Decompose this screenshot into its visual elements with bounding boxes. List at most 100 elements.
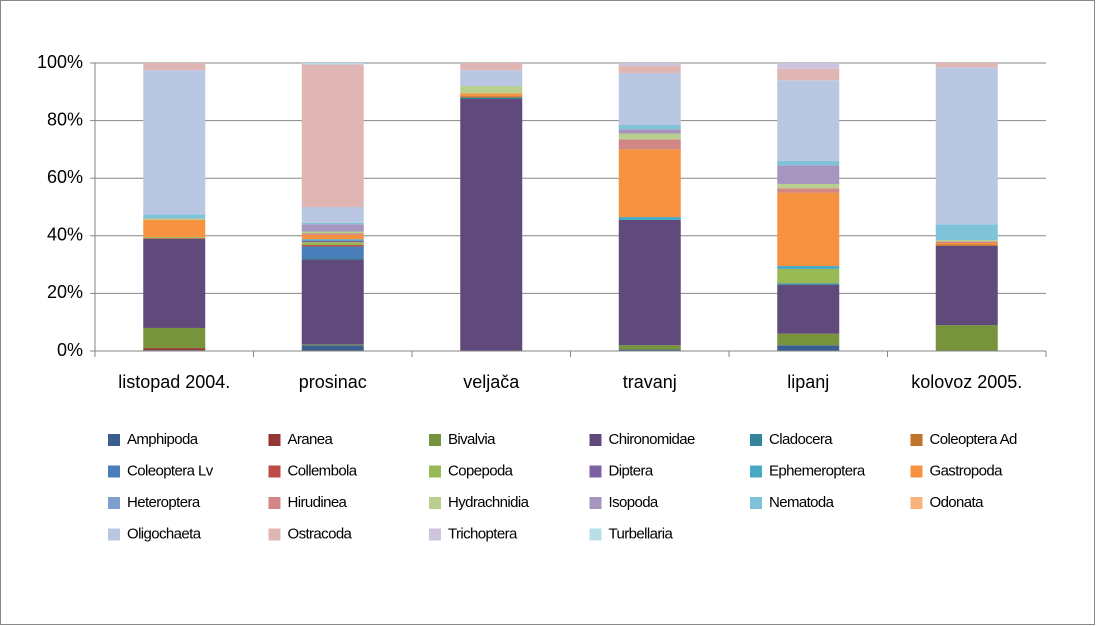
bar-segment <box>777 268 840 284</box>
bar-segment <box>777 68 840 81</box>
bar-segment <box>460 63 523 71</box>
bar-segment <box>777 80 840 161</box>
legend-label: Coleoptera Lv <box>127 462 214 479</box>
x-tick-label: listopad 2004. <box>118 372 230 392</box>
bar-segment <box>618 63 681 66</box>
bar-segment <box>935 243 998 245</box>
legend-swatch <box>910 497 923 509</box>
legend-label: Hirudinea <box>288 494 348 511</box>
legend-swatch <box>268 528 281 541</box>
legend-label: Heteroptera <box>127 494 201 511</box>
legend-label: Turbellaria <box>609 525 674 542</box>
y-tick-label: 20% <box>47 282 83 302</box>
legend-label: Collembola <box>288 462 358 479</box>
bar-segment <box>618 133 681 140</box>
y-tick-label: 100% <box>37 52 83 72</box>
bar-segment <box>143 63 206 71</box>
legend-swatch <box>429 497 441 509</box>
bar-segment <box>935 241 998 243</box>
legend-label: Trichoptera <box>448 525 518 542</box>
legend-label: Aranea <box>288 431 334 448</box>
bar-segment <box>143 348 206 351</box>
bar-segment <box>618 73 681 125</box>
legend-label: Copepoda <box>448 462 514 479</box>
legend-swatch <box>910 465 923 478</box>
bar-segment <box>935 325 998 351</box>
bar-segment <box>777 63 840 69</box>
bar-segment <box>618 219 681 346</box>
legend-label: Cladocera <box>769 431 833 448</box>
bar-segment <box>618 217 681 220</box>
bar-segment <box>777 284 840 334</box>
y-tick-label: 60% <box>47 167 83 187</box>
bar-segment <box>777 192 840 267</box>
legend-label: Bivalvia <box>448 431 496 448</box>
bar-segment <box>935 63 998 68</box>
bar-segment <box>777 345 840 351</box>
legend-swatch <box>750 465 762 478</box>
bar-segment <box>301 239 364 241</box>
bar-segment <box>301 345 364 351</box>
bar-segment <box>460 93 523 97</box>
bar-segment <box>935 240 998 242</box>
y-tick-label: 40% <box>47 225 83 245</box>
bar-segment <box>460 97 523 99</box>
bar-segment <box>777 183 840 189</box>
legend-label: Diptera <box>609 462 654 479</box>
legend-swatch <box>108 465 120 478</box>
bar-segment <box>618 349 681 351</box>
bar-segment <box>777 188 840 193</box>
x-tick-label: travanj <box>623 372 677 392</box>
legend-label: Odonata <box>930 494 985 511</box>
bar-segment <box>935 224 998 241</box>
bar-segment <box>301 242 364 246</box>
bar-segment <box>618 65 681 74</box>
legend-label: Oligochaeta <box>127 525 202 542</box>
bar-segment <box>618 129 681 134</box>
legend-label: Ostracoda <box>288 525 353 542</box>
legend-swatch <box>108 434 120 446</box>
bar-segment <box>143 236 206 238</box>
bar-segment <box>143 218 206 220</box>
legend-label: Chironomidae <box>609 431 695 448</box>
x-tick-label: kolovoz 2005. <box>911 372 1022 392</box>
legend-swatch <box>268 497 281 509</box>
bar-segment <box>301 224 364 232</box>
bar-segment <box>618 345 681 350</box>
x-tick-label: veljača <box>463 372 520 392</box>
bar-segment <box>143 237 206 239</box>
legend-swatch <box>750 434 762 446</box>
bar-segment <box>777 165 840 184</box>
x-tick-label: prosinac <box>299 372 367 392</box>
bar-segment <box>301 234 364 240</box>
legend-label: Ephemeroptera <box>769 462 866 479</box>
bar-segment <box>301 259 364 345</box>
legend-label: Isopoda <box>609 494 659 511</box>
legend-label: Amphipoda <box>127 431 199 448</box>
bar-segment <box>301 245 364 247</box>
bar-segment <box>777 160 840 166</box>
bar-segment <box>143 70 206 215</box>
bar-segment <box>935 67 998 225</box>
legend-swatch <box>589 497 602 509</box>
y-tick-label: 0% <box>57 340 83 360</box>
legend-swatch <box>750 497 762 509</box>
bar-segment <box>143 238 206 328</box>
bar-segment <box>143 327 206 349</box>
bar-segment <box>460 99 523 351</box>
legend-label: Gastropoda <box>930 462 1004 479</box>
legend-swatch <box>910 434 923 446</box>
legend-swatch <box>429 528 441 541</box>
bar-segment <box>618 139 681 150</box>
legend-swatch <box>589 465 602 478</box>
bar-segment <box>618 124 681 130</box>
legend-label: Coleoptera Ad <box>930 431 1018 448</box>
bar-segment <box>301 222 364 225</box>
legend-label: Nematoda <box>769 494 835 511</box>
legend-swatch <box>108 497 120 509</box>
legend-label: Hydrachnidia <box>448 494 530 511</box>
legend-swatch <box>589 434 602 446</box>
bar-segment <box>460 70 523 87</box>
bar-segment <box>301 344 364 346</box>
